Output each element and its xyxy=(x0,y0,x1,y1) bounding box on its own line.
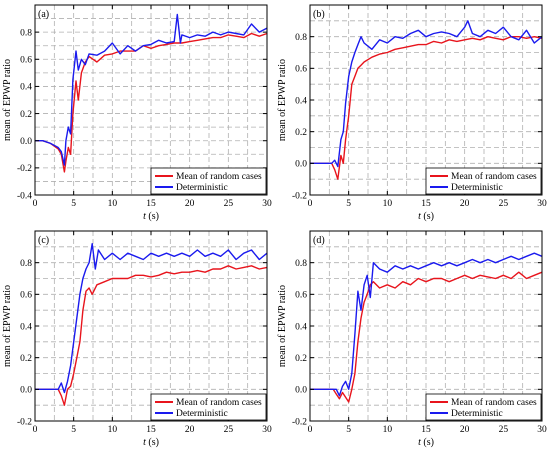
y-axis-label: mean of EPWP ratio xyxy=(2,285,13,367)
x-tick-label: 25 xyxy=(224,199,234,209)
y-tick-label: 0.0 xyxy=(20,137,32,147)
y-tick-label: 0.2 xyxy=(20,354,32,364)
chart-panel-1: 0 5 10 15 20 25 30 -0.2 0.0 0.2 0.4 0.6 0.8 t (s) mean… xyxy=(277,4,547,222)
y-tick-label: -0.2 xyxy=(17,164,32,174)
legend-label-0: Mean of random cases xyxy=(176,171,262,182)
y-tick-label: 0.8 xyxy=(20,259,32,269)
panel-label: (b) xyxy=(313,9,325,20)
series-line-1 xyxy=(310,252,543,397)
x-tick-label: 20 xyxy=(460,425,470,435)
legend-label-0: Mean of random cases xyxy=(451,397,537,408)
x-axis-label: t (s) xyxy=(143,437,159,448)
panel-label: (a) xyxy=(38,9,49,20)
legend-box xyxy=(425,167,542,195)
y-tick-label: 0.8 xyxy=(295,259,307,269)
y-tick-label: -0.2 xyxy=(292,417,307,427)
legend-box xyxy=(425,393,542,421)
y-tick-label: 0.8 xyxy=(295,33,307,43)
y-tick-label: -0.2 xyxy=(17,417,32,427)
x-axis-label-unit: (s) xyxy=(146,211,159,222)
x-tick-label: 5 xyxy=(346,425,351,435)
legend-label-0: Mean of random cases xyxy=(451,171,537,182)
x-tick-label: 10 xyxy=(108,199,118,209)
x-axis-label-var: t xyxy=(418,437,421,448)
y-tick-label: 0.6 xyxy=(20,291,32,301)
x-axis-label-unit: (s) xyxy=(421,211,434,222)
x-axis-label: t (s) xyxy=(143,211,159,222)
x-axis-label-var: t xyxy=(143,437,146,448)
legend-label-1: Deterministic xyxy=(451,183,503,193)
y-tick-label: 0.4 xyxy=(20,83,32,93)
x-tick-label: 15 xyxy=(421,199,431,209)
x-tick-label: 10 xyxy=(108,425,118,435)
series-line-0 xyxy=(310,271,543,403)
y-tick-label: 0.0 xyxy=(295,386,307,396)
y-tick-label: 0.0 xyxy=(20,386,32,396)
y-tick-label: 0.6 xyxy=(295,65,307,75)
legend-box xyxy=(150,393,267,421)
series-line-1 xyxy=(310,20,543,168)
x-tick-label: 0 xyxy=(33,199,38,209)
chart-panel-2: 0 5 10 15 20 25 30 -0.2 0.0 0.2 0.4 0.6 0.8 t (s) mean… xyxy=(2,230,272,448)
y-tick-label: 0.2 xyxy=(295,128,307,138)
x-tick-label: 15 xyxy=(146,425,156,435)
x-axis-label: t (s) xyxy=(418,211,434,222)
x-tick-label: 5 xyxy=(71,199,76,209)
x-tick-label: 0 xyxy=(33,425,38,435)
x-tick-label: 15 xyxy=(146,199,156,209)
legend-label-1: Deterministic xyxy=(451,409,503,419)
panel-label: (d) xyxy=(313,235,325,246)
x-tick-label: 30 xyxy=(262,425,272,435)
chart-panel-3: 0 5 10 15 20 25 30 -0.2 0.0 0.2 0.4 0.6 0.8 t (s) mean… xyxy=(277,230,547,448)
y-tick-label: 0.2 xyxy=(295,354,307,364)
x-tick-label: 10 xyxy=(383,199,393,209)
panel-label: (c) xyxy=(38,235,49,246)
y-tick-label: 0.4 xyxy=(295,96,307,106)
x-tick-label: 25 xyxy=(499,199,509,209)
x-axis-label-unit: (s) xyxy=(421,437,434,448)
x-tick-label: 0 xyxy=(308,199,313,209)
y-tick-label: -0.2 xyxy=(292,191,307,201)
legend-box xyxy=(150,167,267,195)
y-tick-label: -0.4 xyxy=(17,191,32,201)
legend-label-1: Deterministic xyxy=(176,183,228,193)
x-axis-label: t (s) xyxy=(418,437,434,448)
y-tick-label: 0.2 xyxy=(20,110,32,120)
x-tick-label: 30 xyxy=(537,199,547,209)
x-tick-label: 25 xyxy=(224,425,234,435)
series-line-0 xyxy=(35,265,268,406)
series-line-1 xyxy=(35,242,268,394)
legend-label-1: Deterministic xyxy=(176,409,228,419)
series-line-0 xyxy=(35,32,268,173)
x-tick-label: 25 xyxy=(499,425,509,435)
x-tick-label: 30 xyxy=(262,199,272,209)
chart-panel-0: 0 5 10 15 20 25 30 -0.4 -0.2 0.0 0.2 0.4 0.6 0.8 t (s)… xyxy=(2,4,272,222)
x-tick-label: 0 xyxy=(308,425,313,435)
x-tick-label: 5 xyxy=(346,199,351,209)
y-tick-label: 0.8 xyxy=(20,28,32,38)
x-tick-label: 5 xyxy=(71,425,76,435)
y-axis-label: mean of EPWP ratio xyxy=(277,285,288,367)
x-tick-label: 20 xyxy=(185,425,195,435)
x-tick-label: 20 xyxy=(185,199,195,209)
y-axis-label: mean of EPWP ratio xyxy=(277,59,288,141)
y-axis-label: mean of EPWP ratio xyxy=(2,59,13,141)
x-tick-label: 15 xyxy=(421,425,431,435)
series-line-1 xyxy=(35,13,268,166)
series-line-0 xyxy=(310,36,543,180)
x-axis-label-var: t xyxy=(418,211,421,222)
y-tick-label: 0.0 xyxy=(295,160,307,170)
x-tick-label: 10 xyxy=(383,425,393,435)
y-tick-label: 0.6 xyxy=(20,56,32,66)
x-axis-label-var: t xyxy=(143,211,146,222)
y-tick-label: 0.6 xyxy=(295,291,307,301)
x-tick-label: 30 xyxy=(537,425,547,435)
legend-label-0: Mean of random cases xyxy=(176,397,262,408)
y-tick-label: 0.4 xyxy=(295,322,307,332)
y-tick-label: 0.4 xyxy=(20,322,32,332)
x-tick-label: 20 xyxy=(460,199,470,209)
x-axis-label-unit: (s) xyxy=(146,437,159,448)
